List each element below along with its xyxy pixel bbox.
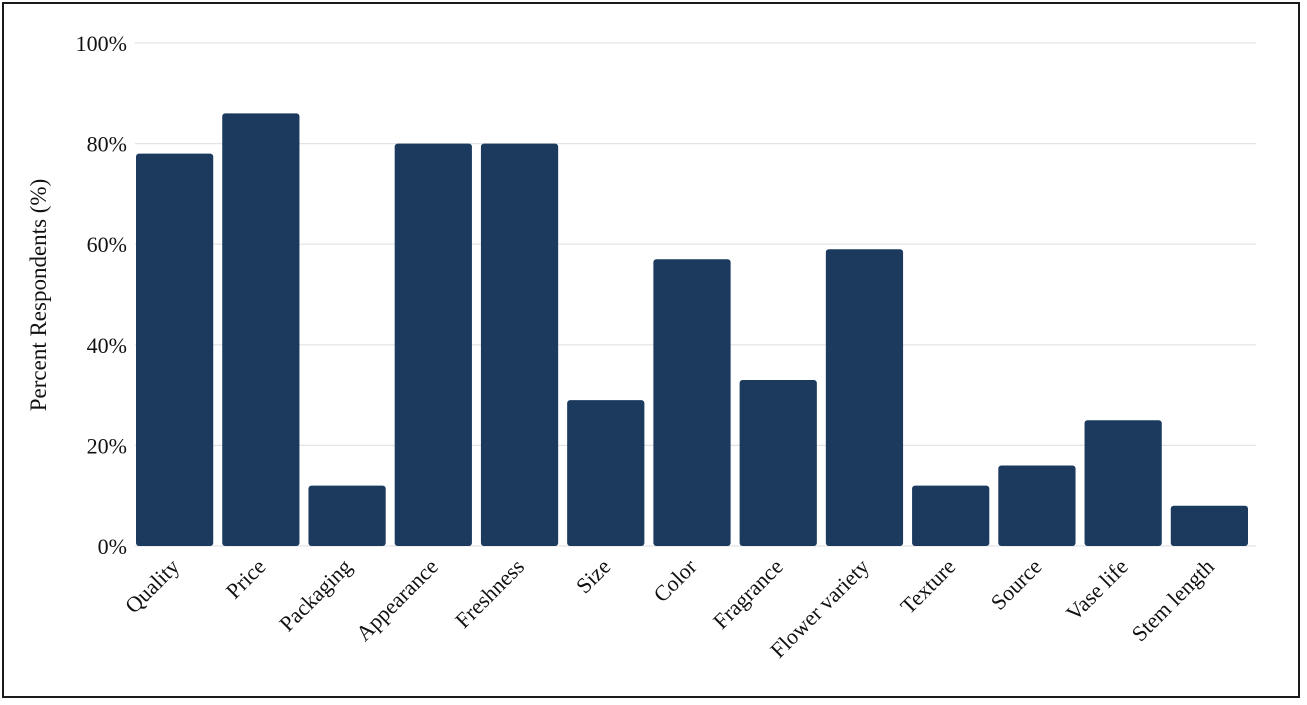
x-tick-label: Packaging <box>274 554 356 636</box>
bar <box>912 485 990 546</box>
y-tick-label: 100% <box>76 31 127 56</box>
x-tick-label: Freshness <box>450 554 529 633</box>
y-tick-label: 20% <box>87 433 127 458</box>
bar <box>825 249 904 547</box>
bar <box>653 259 731 546</box>
x-tick-label: Quality <box>120 554 184 618</box>
x-tick-label: Fragrance <box>708 554 788 634</box>
bar <box>222 113 300 547</box>
x-tick-label: Appearance <box>351 554 443 646</box>
x-tick-label: Size <box>571 554 615 598</box>
x-tick-label: Texture <box>895 554 960 619</box>
bar <box>480 143 559 546</box>
x-tick-label: Vase life <box>1061 554 1133 626</box>
y-tick-label: 60% <box>87 232 127 257</box>
x-tick-label: Price <box>221 554 271 604</box>
y-tick-label: 40% <box>87 333 127 358</box>
bar <box>567 400 645 546</box>
bar <box>308 485 386 546</box>
x-tick-label: Source <box>986 554 1047 615</box>
bar <box>394 143 472 546</box>
y-axis-ticks: 0% 20% 40% 60% 80% 100% <box>76 31 127 559</box>
bar <box>136 153 214 546</box>
bar <box>1084 420 1162 546</box>
x-tick-label: Stem length <box>1126 554 1218 646</box>
bar <box>998 465 1076 546</box>
x-tick-label: Color <box>648 553 702 607</box>
y-tick-label: 80% <box>87 132 127 157</box>
y-axis-title: Percent Respondents (%) <box>26 179 51 412</box>
bar <box>1170 505 1248 546</box>
y-tick-label: 0% <box>98 534 127 559</box>
bar <box>739 380 817 546</box>
bars <box>136 113 1248 547</box>
